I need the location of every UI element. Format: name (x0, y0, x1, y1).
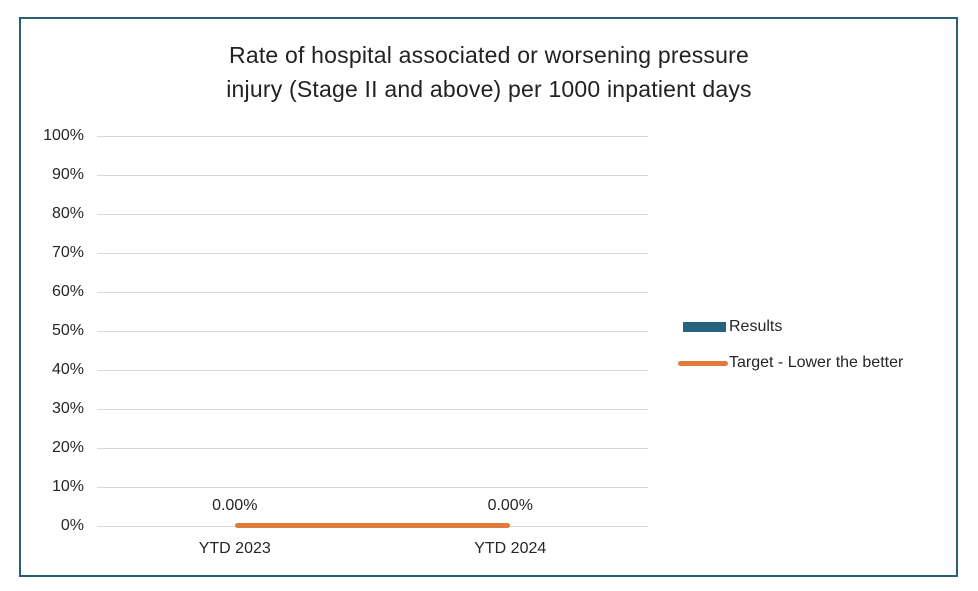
y-tick-label: 100% (43, 127, 84, 144)
chart-title: Rate of hospital associated or worsening… (60, 38, 918, 106)
chart-title-line-2: injury (Stage II and above) per 1000 inp… (226, 76, 752, 102)
gridline (97, 174, 648, 176)
x-tick-label: YTD 2023 (198, 540, 271, 557)
gridline (97, 213, 648, 215)
legend-item: Target - Lower the better (678, 353, 903, 373)
gridline (97, 369, 648, 371)
target-line (234, 523, 511, 528)
x-tick-label: YTD 2024 (474, 540, 547, 557)
legend-label: Results (729, 318, 783, 335)
legend-label: Target - Lower the better (729, 354, 904, 371)
gridline (97, 486, 648, 488)
y-tick-label: 60% (51, 283, 84, 300)
legend-item: Results (678, 317, 903, 337)
y-tick-label: 0% (60, 517, 84, 534)
y-tick-label: 20% (51, 439, 84, 456)
chart-frame (19, 17, 958, 577)
y-tick-label: 80% (51, 205, 84, 222)
plot-area: 0.00% 0.00% (97, 135, 648, 528)
data-label: 0.00% (487, 497, 533, 514)
chart-title-line-1: Rate of hospital associated or worsening… (229, 42, 749, 68)
y-tick-label: 50% (51, 322, 84, 339)
gridline (97, 291, 648, 293)
legend-swatch-line-icon (678, 360, 728, 366)
gridline (97, 135, 648, 137)
x-axis-labels: YTD 2023 YTD 2024 (97, 540, 648, 562)
gridline (97, 330, 648, 332)
gridline (97, 252, 648, 254)
gridline (97, 408, 648, 410)
y-tick-label: 40% (51, 361, 84, 378)
y-tick-label: 90% (51, 166, 84, 183)
gridline (97, 447, 648, 449)
y-tick-label: 70% (51, 244, 84, 261)
legend-swatch-bar-icon (683, 322, 726, 332)
y-axis-labels: 100% 90% 80% 70% 60% 50% 40% 30% 20% 10% 0% (0, 127, 84, 534)
y-tick-label: 30% (51, 400, 84, 417)
legend: Results Target - Lower the better (678, 317, 903, 373)
y-tick-label: 10% (51, 478, 84, 495)
data-label: 0.00% (212, 497, 258, 514)
